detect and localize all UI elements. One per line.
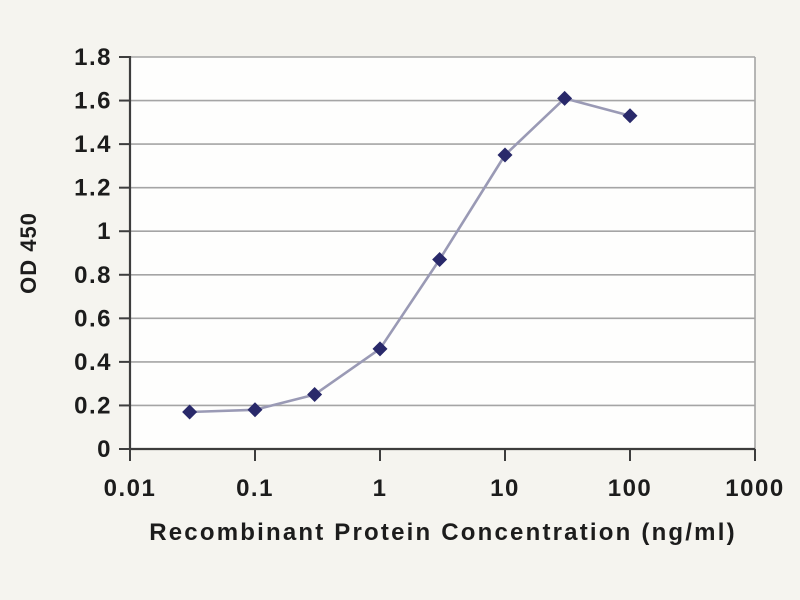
y-tick-label: 0.2	[74, 392, 112, 419]
y-tick-label: 0.8	[74, 262, 112, 289]
y-tick-label: 1.8	[74, 44, 112, 71]
y-tick-label: 1.6	[74, 88, 112, 115]
axis-layer	[128, 56, 755, 451]
data-point-marker	[182, 404, 198, 420]
data-point-marker	[307, 387, 323, 403]
y-tick-label: 1.4	[74, 131, 112, 158]
x-tick-label: 0.1	[236, 475, 274, 502]
data-point-marker	[372, 341, 388, 357]
data-point-marker	[432, 252, 448, 268]
series-line	[189, 97, 631, 414]
data-point-marker	[557, 90, 573, 106]
y-axis-title: OD 450	[16, 212, 41, 294]
x-tick-label: 1	[373, 475, 388, 502]
x-tick-label: 100	[608, 475, 653, 502]
x-axis-title: Recombinant Protein Concentration (ng/ml…	[149, 519, 737, 546]
tick-mark-layer	[119, 56, 756, 461]
y-tick-label: 1.2	[74, 175, 112, 202]
x-tick-label: 10	[490, 475, 520, 502]
y-tick-label: 0.6	[74, 305, 112, 332]
data-series-layer	[182, 90, 638, 420]
y-tick-label: 0.4	[74, 349, 112, 376]
x-tick-label: 1000	[725, 475, 784, 502]
y-tick-label: 0	[97, 436, 112, 463]
data-point-marker	[497, 147, 513, 163]
gridline-layer	[130, 56, 756, 449]
data-point-marker	[622, 108, 638, 124]
data-point-marker	[247, 402, 263, 418]
x-tick-label: 0.01	[104, 475, 157, 502]
y-tick-label: 1	[97, 218, 112, 245]
tick-label-layer: 0 0.2 0.4 0.6 0.8 1 1.2 1.4 1.6 1.8 0.01 0.1 1 10 100 1…	[74, 44, 784, 502]
